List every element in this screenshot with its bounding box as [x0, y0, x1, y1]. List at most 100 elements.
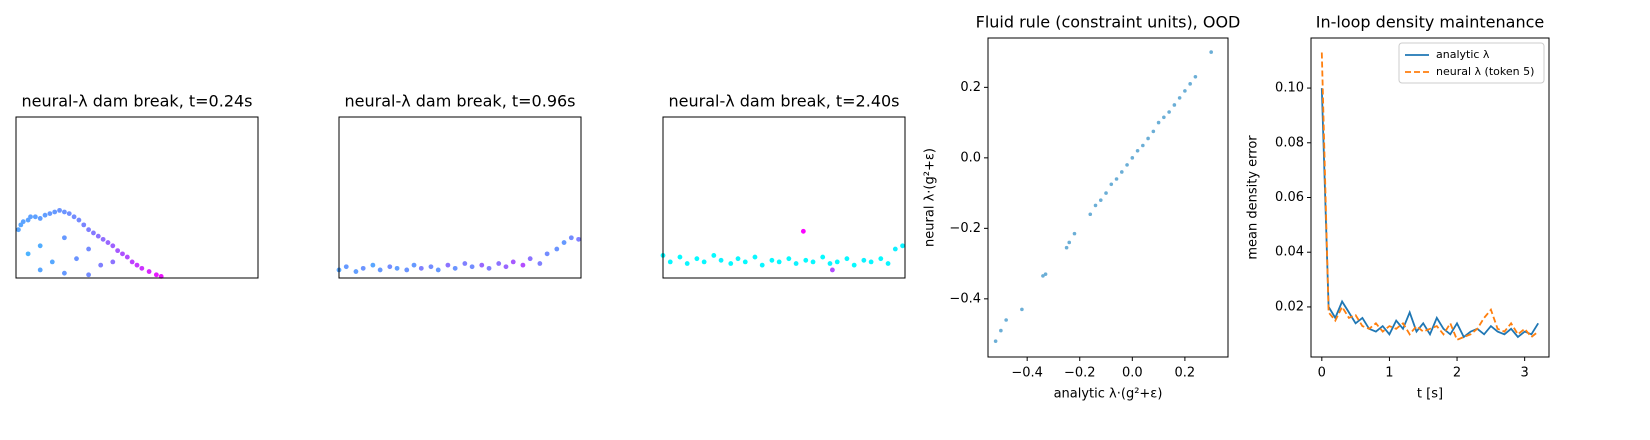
point — [1125, 163, 1129, 167]
particle — [776, 259, 782, 265]
legend-label: analytic λ — [1436, 48, 1490, 61]
particle — [667, 259, 673, 265]
particle — [353, 269, 359, 274]
particle — [445, 262, 451, 268]
plot-frame — [987, 37, 1229, 358]
particle — [694, 256, 700, 262]
particle — [479, 262, 485, 268]
x-tick-label: −0.2 — [1064, 366, 1096, 381]
particle — [105, 240, 111, 245]
point — [1109, 182, 1114, 187]
particle — [892, 246, 898, 252]
particle — [360, 265, 366, 271]
particle — [769, 257, 775, 263]
particle — [153, 272, 159, 278]
series-line — [1320, 52, 1539, 341]
point — [1177, 96, 1182, 100]
x-tick-label: 3 — [1521, 366, 1529, 381]
point — [1067, 240, 1072, 245]
x-tick-label: 1 — [1385, 366, 1393, 381]
particle — [851, 262, 857, 268]
particle — [568, 235, 574, 241]
particle — [57, 207, 62, 213]
particle — [462, 261, 468, 266]
panel-title: Fluid rule (constraint units), OOD — [976, 13, 1241, 32]
x-axis-label: t [s] — [1417, 387, 1443, 402]
particle — [71, 214, 77, 220]
point — [1167, 110, 1171, 114]
point — [1146, 136, 1150, 141]
particle — [120, 251, 125, 257]
particle — [520, 262, 526, 268]
particle — [25, 251, 31, 257]
particle — [411, 262, 417, 268]
particle — [742, 259, 748, 265]
particle — [469, 264, 475, 270]
particle — [576, 236, 581, 242]
point — [1141, 143, 1145, 148]
particle — [28, 214, 33, 220]
particle — [510, 259, 516, 265]
y-axis-label: neural λ·(g²+ε) — [923, 148, 938, 247]
point — [1188, 82, 1192, 86]
particle — [718, 257, 724, 263]
particle — [677, 254, 683, 260]
particle — [885, 261, 891, 266]
point — [1156, 120, 1161, 125]
y-tick-label: 0.04 — [1275, 245, 1304, 260]
particle — [844, 256, 850, 262]
point — [1093, 203, 1098, 208]
particle — [86, 272, 91, 278]
particle — [537, 261, 543, 266]
point — [1043, 272, 1048, 276]
point — [1098, 198, 1103, 202]
y-tick-label: −0.2 — [949, 221, 981, 236]
point — [1193, 74, 1198, 79]
point — [1162, 115, 1166, 120]
y-tick-label: 0.06 — [1275, 190, 1304, 205]
particle — [343, 264, 349, 270]
particle — [134, 262, 140, 268]
particle — [735, 256, 741, 262]
particle — [428, 264, 434, 270]
particle — [827, 261, 833, 266]
particle — [786, 256, 792, 262]
particle — [37, 216, 43, 221]
particle — [496, 261, 502, 266]
particle — [900, 243, 905, 249]
particle — [793, 261, 799, 266]
particle — [62, 235, 67, 241]
point — [1114, 177, 1119, 181]
particle — [711, 253, 717, 258]
particle — [377, 267, 383, 273]
particle — [124, 254, 130, 260]
particle — [404, 267, 410, 273]
particle — [37, 267, 43, 273]
particle — [544, 251, 550, 257]
y-tick-label: 0.2 — [960, 80, 981, 95]
particle — [868, 259, 874, 265]
particle — [76, 217, 82, 223]
particle — [91, 230, 96, 236]
series-line — [1320, 88, 1539, 339]
panel-title: In-loop density maintenance — [1316, 13, 1544, 32]
particle — [759, 262, 765, 268]
particle — [834, 259, 840, 265]
y-tick-label: 0.0 — [960, 150, 981, 165]
particle — [110, 243, 116, 249]
panel-title: neural-λ dam break, t=2.40s — [668, 92, 899, 111]
point — [1183, 89, 1187, 93]
y-tick-label: −0.4 — [949, 291, 981, 306]
particle — [878, 256, 884, 262]
panel-title: neural-λ dam break, t=0.96s — [344, 92, 575, 111]
y-tick-label: 0.10 — [1275, 81, 1304, 96]
x-tick-label: 0.0 — [1122, 366, 1143, 381]
particle — [81, 222, 87, 228]
particle — [418, 265, 424, 271]
y-tick-label: 0.08 — [1275, 135, 1304, 150]
point — [1130, 156, 1135, 160]
point — [993, 339, 998, 343]
particle — [62, 209, 67, 215]
point — [1209, 50, 1213, 54]
